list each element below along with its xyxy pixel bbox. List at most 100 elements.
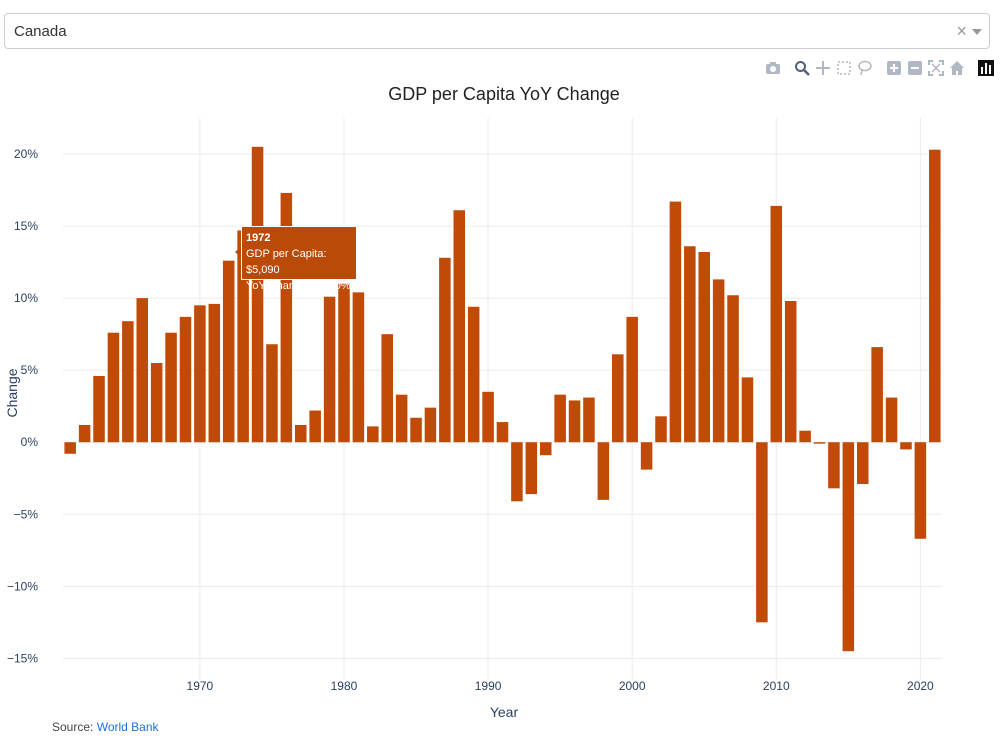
- plotly-logo-icon[interactable]: [978, 60, 994, 76]
- bar[interactable]: [467, 306, 480, 443]
- bar[interactable]: [511, 442, 523, 502]
- y-tick-label: 5%: [21, 363, 39, 377]
- bar[interactable]: [741, 377, 754, 443]
- bar[interactable]: [410, 417, 422, 443]
- zoom-in-icon[interactable]: [886, 60, 902, 76]
- bar[interactable]: [885, 397, 898, 443]
- bar[interactable]: [626, 316, 638, 443]
- bar[interactable]: [770, 205, 783, 443]
- y-tick-label: 10%: [14, 291, 38, 305]
- bar[interactable]: [165, 332, 177, 443]
- lasso-icon[interactable]: [857, 60, 873, 76]
- x-axis-label: Year: [490, 704, 519, 720]
- bar[interactable]: [64, 442, 76, 454]
- bar[interactable]: [900, 442, 912, 450]
- reset-axes-icon[interactable]: [949, 60, 965, 76]
- bar[interactable]: [842, 442, 855, 652]
- bar[interactable]: [179, 316, 192, 443]
- bar[interactable]: [784, 301, 797, 443]
- bar[interactable]: [871, 347, 883, 443]
- source-label: Source:: [52, 720, 94, 734]
- x-tick-label: 1970: [187, 679, 214, 693]
- bar[interactable]: [612, 354, 624, 443]
- bar[interactable]: [367, 426, 379, 443]
- zoom-icon[interactable]: [794, 60, 810, 76]
- x-tick-label: 1980: [331, 679, 358, 693]
- bar[interactable]: [554, 394, 566, 443]
- source-note: Source: World Bank: [52, 720, 159, 734]
- bars[interactable]: [64, 146, 941, 652]
- bar[interactable]: [929, 149, 941, 443]
- bar[interactable]: [237, 230, 249, 443]
- bar[interactable]: [352, 292, 365, 443]
- bar[interactable]: [208, 303, 221, 443]
- zoom-out-icon[interactable]: [907, 60, 923, 76]
- bar[interactable]: [194, 305, 206, 443]
- bar[interactable]: [381, 334, 393, 443]
- bar[interactable]: [568, 400, 581, 443]
- x-tick-label: 2010: [763, 679, 790, 693]
- y-tick-label: 0%: [21, 435, 39, 449]
- bar[interactable]: [251, 146, 264, 443]
- bar[interactable]: [136, 298, 149, 443]
- bar[interactable]: [107, 332, 120, 443]
- bar[interactable]: [294, 424, 307, 443]
- y-axis-label: Change: [4, 368, 20, 417]
- bar[interactable]: [424, 407, 437, 443]
- y-tick-label: −10%: [7, 579, 38, 593]
- bar[interactable]: [583, 397, 595, 443]
- bar[interactable]: [539, 442, 552, 456]
- dropdown-selected-value: Canada: [14, 23, 67, 40]
- tooltip-caret: [235, 246, 242, 258]
- bar[interactable]: [222, 260, 235, 443]
- bar[interactable]: [655, 416, 667, 443]
- y-tick-labels: −15% −10% −5% 0% 5% 10% 15% 20%: [7, 147, 38, 665]
- camera-icon[interactable]: [765, 60, 781, 76]
- bar[interactable]: [338, 283, 350, 443]
- x-tick-label: 2020: [907, 679, 934, 693]
- bar[interactable]: [78, 424, 91, 443]
- hover-tooltip: 1972 GDP per Capita: $5,090 YoY Change: …: [241, 226, 357, 292]
- bar[interactable]: [684, 246, 696, 443]
- bar[interactable]: [122, 321, 134, 443]
- bar[interactable]: [482, 391, 494, 443]
- bar[interactable]: [813, 442, 826, 444]
- y-tick-label: 15%: [14, 219, 38, 233]
- bar[interactable]: [93, 375, 105, 443]
- chart-title: GDP per Capita YoY Change: [388, 84, 620, 104]
- box-select-icon[interactable]: [836, 60, 852, 76]
- bar[interactable]: [496, 422, 509, 443]
- bar[interactable]: [439, 257, 451, 443]
- chevron-down-icon[interactable]: [972, 29, 982, 35]
- bar[interactable]: [756, 442, 768, 623]
- tooltip-year: 1972: [246, 232, 271, 244]
- y-tick-label: −15%: [7, 651, 38, 665]
- bar[interactable]: [395, 394, 408, 443]
- bar[interactable]: [669, 201, 682, 443]
- chart-modebar: [765, 59, 994, 77]
- clear-icon[interactable]: ×: [956, 21, 967, 41]
- bar[interactable]: [150, 362, 163, 443]
- bar[interactable]: [323, 296, 336, 443]
- bar[interactable]: [914, 442, 927, 539]
- pan-icon[interactable]: [815, 60, 831, 76]
- bar[interactable]: [453, 210, 466, 443]
- autoscale-icon[interactable]: [928, 60, 944, 76]
- bar[interactable]: [712, 279, 725, 443]
- bar[interactable]: [799, 430, 811, 443]
- bar[interactable]: [727, 295, 739, 443]
- bar[interactable]: [698, 252, 711, 443]
- bar[interactable]: [525, 442, 538, 495]
- source-link[interactable]: World Bank: [96, 720, 159, 734]
- x-tick-label: 1990: [475, 679, 502, 693]
- bar[interactable]: [828, 442, 840, 489]
- bar[interactable]: [280, 192, 293, 443]
- bar[interactable]: [266, 344, 278, 443]
- bar[interactable]: [309, 410, 321, 443]
- bar[interactable]: [856, 442, 869, 485]
- x-tick-label: 2000: [619, 679, 646, 693]
- bar[interactable]: [597, 442, 610, 500]
- bar[interactable]: [640, 442, 653, 470]
- country-dropdown[interactable]: Canada ×: [4, 13, 990, 49]
